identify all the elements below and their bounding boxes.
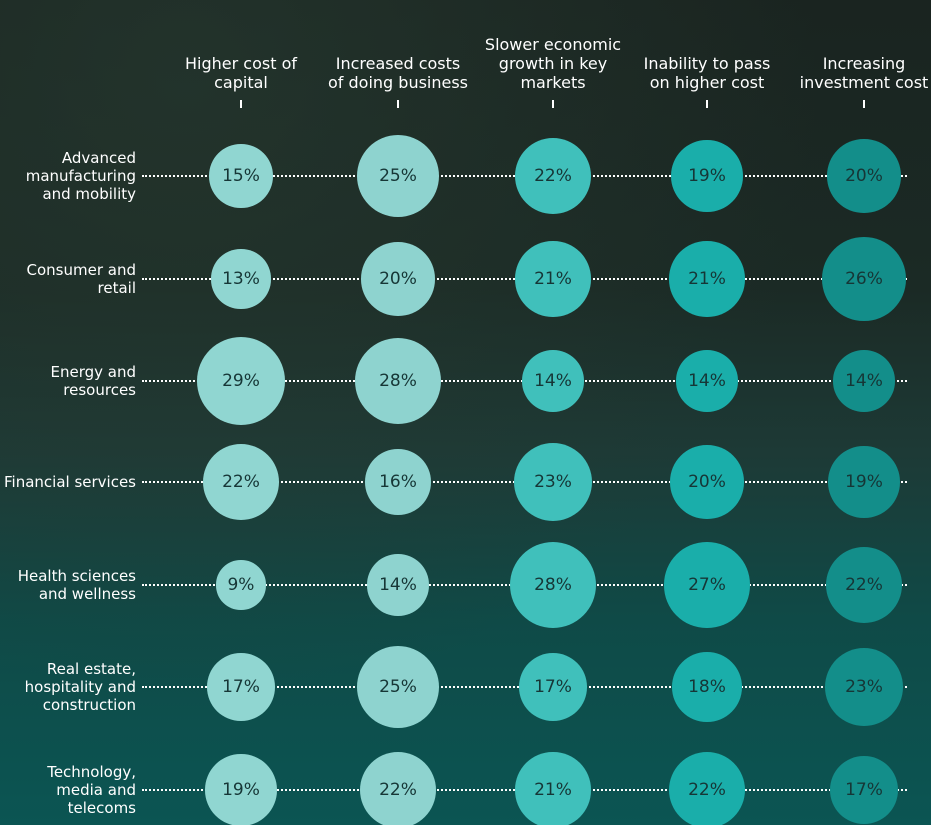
bubble: 14%	[676, 350, 738, 412]
column-tick	[397, 100, 399, 108]
value-label: 16%	[379, 471, 417, 492]
value-label: 18%	[688, 676, 726, 697]
value-label: 21%	[534, 779, 572, 800]
value-label: 21%	[688, 268, 726, 289]
bubble: 28%	[354, 337, 442, 425]
value-label: 22%	[845, 574, 883, 595]
value-label: 13%	[222, 268, 260, 289]
bubble: 14%	[367, 554, 429, 616]
value-label: 21%	[534, 268, 572, 289]
row-label: Real estate, hospitality and constructio…	[24, 660, 136, 714]
bubble: 20%	[670, 445, 744, 519]
value-label: 25%	[379, 166, 417, 186]
bubble: 14%	[522, 350, 584, 412]
bubble: 17%	[830, 756, 898, 824]
bubble: 26%	[822, 237, 906, 321]
column-tick	[863, 100, 865, 108]
value-label: 23%	[534, 471, 572, 492]
row-label: Advanced manufacturing and mobility	[25, 149, 136, 203]
bubble: 28%	[509, 541, 597, 629]
bubble: 21%	[669, 241, 745, 317]
bubble: 19%	[828, 446, 900, 518]
value-label: 17%	[222, 676, 260, 697]
bubble: 23%	[513, 442, 593, 522]
value-label: 15%	[222, 165, 260, 186]
bubble: 20%	[827, 139, 901, 213]
bubble: 16%	[365, 449, 431, 515]
bubble: 22%	[202, 443, 280, 521]
column-header: Inability to pass on higher cost	[643, 54, 771, 92]
bubble: 21%	[515, 241, 591, 317]
column-header: Slower economic growth in key markets	[484, 35, 622, 92]
value-label: 14%	[845, 370, 883, 391]
bubble: 14%	[833, 350, 895, 412]
bubble: 18%	[672, 652, 742, 722]
column-tick	[552, 100, 554, 108]
value-label: 20%	[379, 268, 417, 289]
bubble: 17%	[519, 653, 587, 721]
value-label: 28%	[379, 370, 417, 391]
value-label: 17%	[845, 779, 883, 800]
row-label: Health sciences and wellness	[17, 567, 136, 603]
bubble: 17%	[207, 653, 275, 721]
bubble: 22%	[668, 751, 746, 825]
bubble: 25%	[357, 135, 439, 217]
value-label: 14%	[688, 370, 726, 391]
value-label: 25%	[379, 677, 417, 697]
row-label: Technology, media and telecoms	[47, 763, 136, 817]
bubble: 20%	[361, 242, 435, 316]
value-label: 23%	[845, 676, 883, 697]
column-header: Increased costs of doing business	[328, 54, 469, 92]
column-tick	[240, 100, 242, 108]
bubble: 9%	[216, 560, 266, 610]
value-label: 22%	[688, 779, 726, 800]
value-label: 29%	[222, 370, 260, 391]
column-header: Increasing investment cost	[799, 54, 929, 92]
row-label: Consumer and retail	[26, 261, 136, 297]
row-label: Energy and resources	[50, 363, 136, 399]
bubble: 19%	[205, 754, 277, 825]
column-tick	[706, 100, 708, 108]
value-label: 17%	[534, 676, 572, 697]
value-label: 19%	[222, 779, 260, 800]
bubble: 22%	[514, 137, 592, 215]
bubble: 23%	[824, 647, 904, 727]
value-label: 28%	[534, 574, 572, 595]
value-label: 22%	[379, 779, 417, 800]
value-label: 19%	[688, 165, 726, 186]
bubble: 25%	[357, 646, 439, 728]
bubble: 22%	[825, 546, 903, 624]
bubble: 22%	[359, 751, 437, 825]
value-label: 9%	[227, 574, 255, 595]
value-label: 22%	[534, 165, 572, 186]
bubble: 29%	[196, 336, 286, 426]
bubble: 21%	[515, 752, 591, 825]
value-label: 14%	[379, 574, 417, 595]
value-label: 19%	[845, 471, 883, 492]
value-label: 26%	[845, 268, 883, 289]
bubble: 27%	[664, 542, 750, 628]
bubble: 19%	[671, 140, 743, 212]
column-header: Higher cost of capital	[185, 54, 297, 92]
row-label: Financial services	[4, 473, 136, 491]
value-label: 20%	[688, 471, 726, 492]
value-label: 20%	[845, 165, 883, 186]
bubble: 15%	[209, 144, 273, 208]
value-label: 27%	[688, 574, 726, 595]
value-label: 14%	[534, 370, 572, 391]
value-label: 22%	[222, 471, 260, 492]
bubble: 13%	[211, 249, 271, 309]
